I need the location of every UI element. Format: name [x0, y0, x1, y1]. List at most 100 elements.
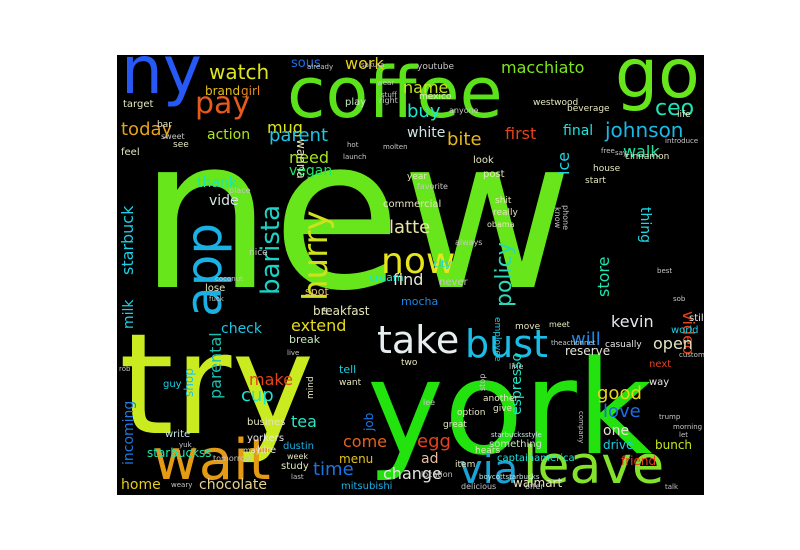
word: one: [603, 423, 629, 439]
word: shit: [495, 196, 512, 206]
word: cup: [241, 385, 274, 406]
word: find: [393, 270, 423, 289]
word: talk: [665, 483, 679, 491]
word: location: [421, 470, 453, 479]
word: open: [653, 334, 693, 353]
word: work: [345, 55, 384, 73]
word: change: [383, 464, 442, 483]
word: wear: [377, 79, 394, 87]
word-cloud-canvas: new try york coffee go ny wait leave app…: [118, 55, 704, 495]
word: something: [489, 439, 542, 450]
word: leave: [523, 436, 664, 495]
word: thank: [197, 175, 238, 191]
word: wanna: [294, 139, 308, 179]
word: westwood: [533, 98, 578, 108]
word: hurry: [296, 210, 336, 301]
word: menu: [339, 452, 373, 466]
word: delicious: [461, 482, 496, 491]
word: espresso: [509, 353, 525, 415]
word: drive: [603, 438, 633, 452]
word: know: [553, 207, 562, 229]
word: boycottstarbucks: [479, 473, 540, 481]
word: line: [509, 362, 524, 371]
word: last: [291, 473, 304, 481]
word: thing: [637, 207, 653, 243]
word: lose: [205, 283, 225, 294]
word: milk: [121, 299, 137, 329]
word: sweet: [161, 132, 185, 141]
word: stuff: [381, 91, 397, 99]
word: buy: [407, 101, 441, 122]
word: yorkers: [247, 433, 284, 444]
word: ice: [554, 152, 573, 175]
word: tea: [291, 412, 317, 431]
word: captainamerica: [497, 453, 575, 464]
word: walk: [623, 142, 660, 161]
word: write: [165, 429, 190, 440]
word: walmart: [513, 476, 562, 490]
word: check: [221, 321, 263, 337]
word: store: [594, 257, 613, 297]
word: obama: [487, 220, 515, 229]
word: name: [403, 78, 448, 97]
word: tell: [339, 363, 356, 376]
word: busines: [247, 417, 285, 428]
word: starbuck: [118, 205, 137, 275]
word: offer: [525, 482, 544, 491]
word: kevin: [611, 312, 654, 331]
word: may: [243, 446, 261, 455]
word: vegan: [289, 163, 332, 179]
word: two: [401, 358, 418, 368]
word: life: [677, 110, 691, 120]
word: shop: [182, 368, 196, 397]
word: hire: [257, 445, 276, 456]
word: wait: [153, 428, 271, 493]
word: house: [593, 164, 621, 174]
word: year: [407, 172, 427, 182]
word: already: [307, 63, 333, 71]
word: company: [577, 411, 585, 443]
word: introduce: [665, 137, 698, 145]
word: nice: [249, 248, 268, 258]
word: first: [505, 124, 536, 143]
word: option: [457, 408, 485, 418]
word: let: [679, 431, 688, 439]
word: coconut: [215, 275, 243, 283]
word: way: [649, 377, 669, 388]
word: item: [455, 460, 475, 470]
word: guy: [163, 379, 182, 390]
word: incoming: [121, 401, 137, 465]
word: youtube: [417, 62, 454, 72]
word: favorite: [417, 182, 448, 191]
word: rob: [119, 365, 131, 373]
word: go: [615, 55, 700, 114]
word: weary: [171, 481, 192, 489]
word: move: [515, 322, 541, 332]
word: see: [173, 140, 189, 150]
word: customer: [679, 351, 704, 359]
word: video: [679, 311, 698, 355]
word: try: [119, 304, 314, 467]
word: hears: [475, 446, 500, 456]
word: beverage: [567, 104, 610, 114]
word: free: [601, 147, 615, 155]
word: molten: [383, 143, 408, 151]
word: vide: [209, 193, 239, 209]
word: parental: [206, 332, 225, 399]
word: job: [362, 413, 376, 432]
word: world: [671, 325, 699, 336]
word: ceo: [655, 96, 694, 121]
word: mocha: [401, 295, 438, 308]
word: target: [123, 99, 153, 110]
word: ny: [121, 55, 202, 109]
word: sakura: [361, 61, 384, 69]
word: final: [563, 123, 593, 139]
word: girl: [241, 84, 260, 98]
word: make: [249, 370, 293, 389]
word: live: [287, 349, 299, 357]
word: today: [121, 119, 173, 140]
word: break: [289, 333, 321, 346]
word: cinnamon: [625, 152, 669, 162]
word: fuck: [209, 295, 225, 303]
word: mind: [306, 376, 316, 399]
